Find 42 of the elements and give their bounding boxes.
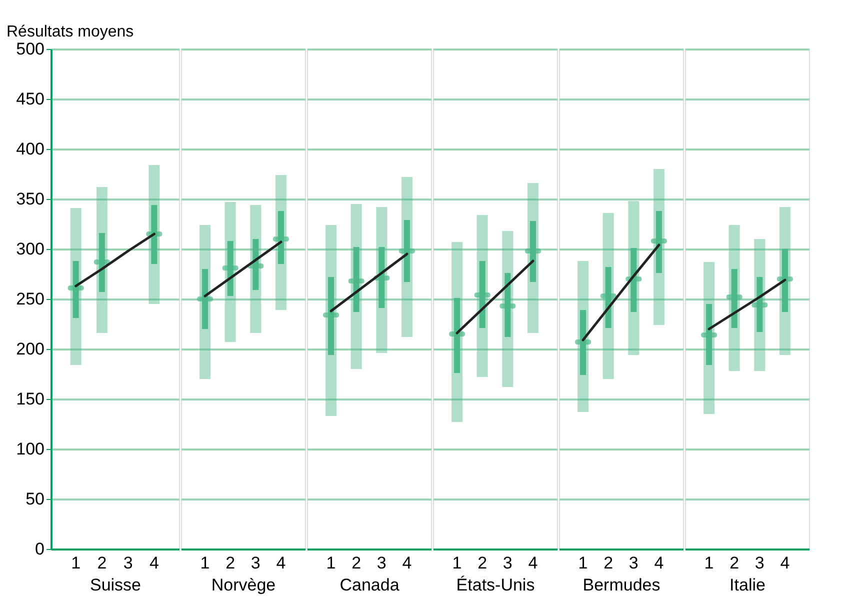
y-tick-label: 100: [16, 440, 44, 458]
x-tick-label: 4: [654, 554, 664, 572]
x-axis-title: Bermudes: [582, 576, 660, 594]
y-tick-label: 150: [16, 390, 44, 408]
x-axis-title: Canada: [340, 576, 400, 594]
y-tick-label: 500: [16, 40, 44, 58]
y-axis-title: Résultats moyens: [6, 24, 134, 40]
x-tick-label: 2: [478, 554, 488, 572]
x-tick-label: 1: [200, 554, 210, 572]
x-tick-label: 4: [780, 554, 790, 572]
x-tick-label: 2: [352, 554, 362, 572]
x-tick-label: 1: [578, 554, 588, 572]
x-tick-label: 3: [754, 554, 764, 572]
x-tick-label: 4: [276, 554, 286, 572]
y-tick-label: 50: [26, 490, 44, 508]
x-tick-label: 3: [123, 554, 133, 572]
x-tick-label: 2: [226, 554, 236, 572]
x-tick-label: 2: [97, 554, 107, 572]
x-tick-label: 1: [452, 554, 462, 572]
x-tick-label: 4: [149, 554, 159, 572]
y-tick-label: 250: [16, 290, 44, 308]
x-axis-title: Suisse: [90, 576, 142, 594]
y-tick-label: 400: [16, 140, 44, 158]
x-axis-title: Italie: [730, 576, 766, 594]
x-tick-label: 3: [502, 554, 512, 572]
x-tick-label: 1: [326, 554, 336, 572]
x-tick-label: 3: [376, 554, 386, 572]
y-tick-label: 0: [35, 540, 44, 558]
x-tick-label: 4: [402, 554, 412, 572]
x-tick-label: 4: [528, 554, 538, 572]
x-tick-label: 2: [604, 554, 614, 572]
x-tick-label: 1: [704, 554, 714, 572]
y-tick-label: 300: [16, 240, 44, 258]
x-tick-label: 3: [250, 554, 260, 572]
y-tick-label: 450: [16, 90, 44, 108]
x-tick-label: 2: [730, 554, 740, 572]
x-axis-title: Norvège: [211, 576, 276, 594]
x-tick-label: 3: [628, 554, 638, 572]
x-tick-label: 1: [71, 554, 81, 572]
x-axis-title: États-Unis: [456, 576, 535, 594]
y-tick-label: 200: [16, 340, 44, 358]
y-tick-label: 350: [16, 190, 44, 208]
